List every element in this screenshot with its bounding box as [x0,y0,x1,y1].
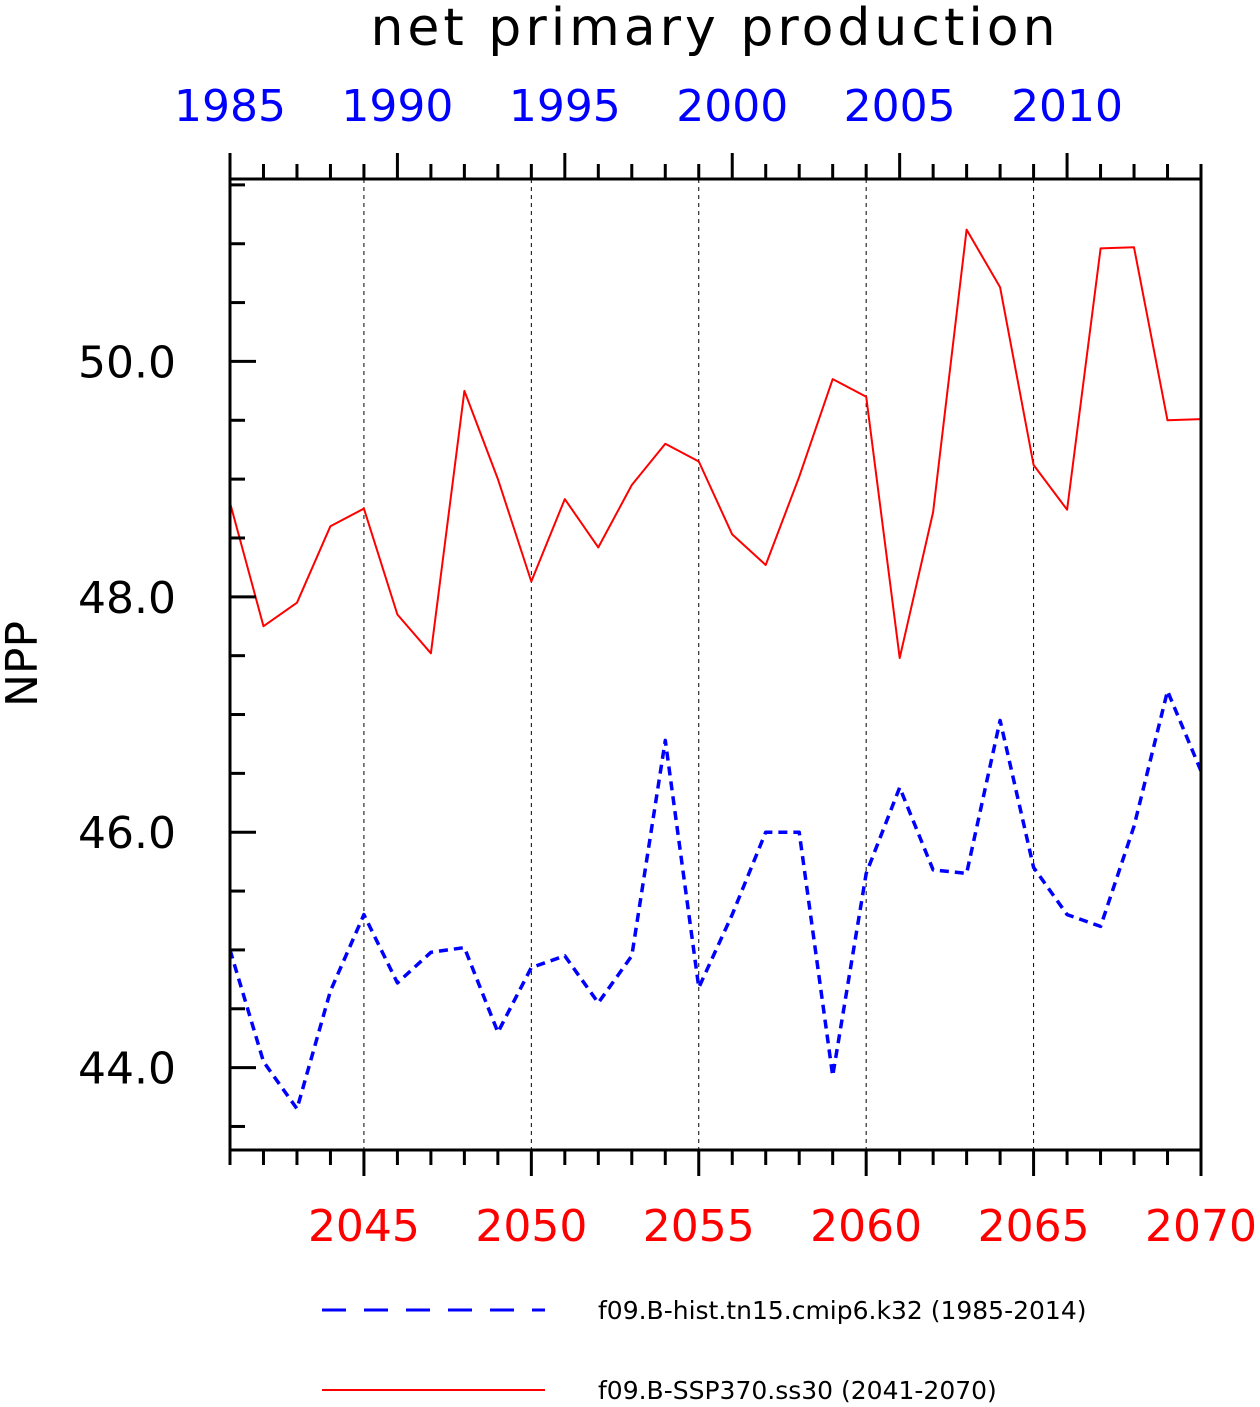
vertical-grid [363,179,1035,1150]
y-axis-label: NPP [0,621,48,707]
bottom-tick-label-2055: 2055 [643,1201,755,1252]
top-tick-label-2000: 2000 [676,81,788,132]
bottom-tick-label-2045: 2045 [308,1201,420,1252]
top-tick-label-2005: 2005 [844,81,956,132]
legend-label-hist: f09.B-hist.tn15.cmip6.k32 (1985-2014) [598,1296,1086,1325]
axes [228,153,1203,1176]
series-line-1 [229,228,1202,659]
legend-label-ssp370: f09.B-SSP370.ss30 (2041-2070) [598,1376,997,1405]
bottom-tick-label-2050: 2050 [475,1201,587,1252]
y-tick-label-50.0: 50.0 [78,337,176,388]
chart-title: net primary production [370,0,1059,58]
top-tick-label-1990: 1990 [341,81,453,132]
series-layer [228,228,1203,1111]
bottom-tick-label-2065: 2065 [978,1201,1090,1252]
y-tick-label-46.0: 46.0 [78,808,176,859]
legend: f09.B-hist.tn15.cmip6.k32 (1985-2014) f0… [322,1296,1086,1405]
bottom-tick-label-2060: 2060 [810,1201,922,1252]
bottom-tick-label-2070: 2070 [1145,1201,1257,1252]
series-line-0 [228,689,1203,1111]
plot-frame [228,177,1203,1152]
top-tick-label-1985: 1985 [174,81,286,132]
y-tick-label-48.0: 48.0 [78,573,176,624]
top-tick-label-1995: 1995 [509,81,621,132]
tick-labels: 1985 1990 1995 2000 2005 2010 2045 2050 2055 2060… [78,81,1257,1252]
y-tick-label-44.0: 44.0 [78,1044,176,1095]
top-tick-label-2010: 2010 [1011,81,1123,132]
